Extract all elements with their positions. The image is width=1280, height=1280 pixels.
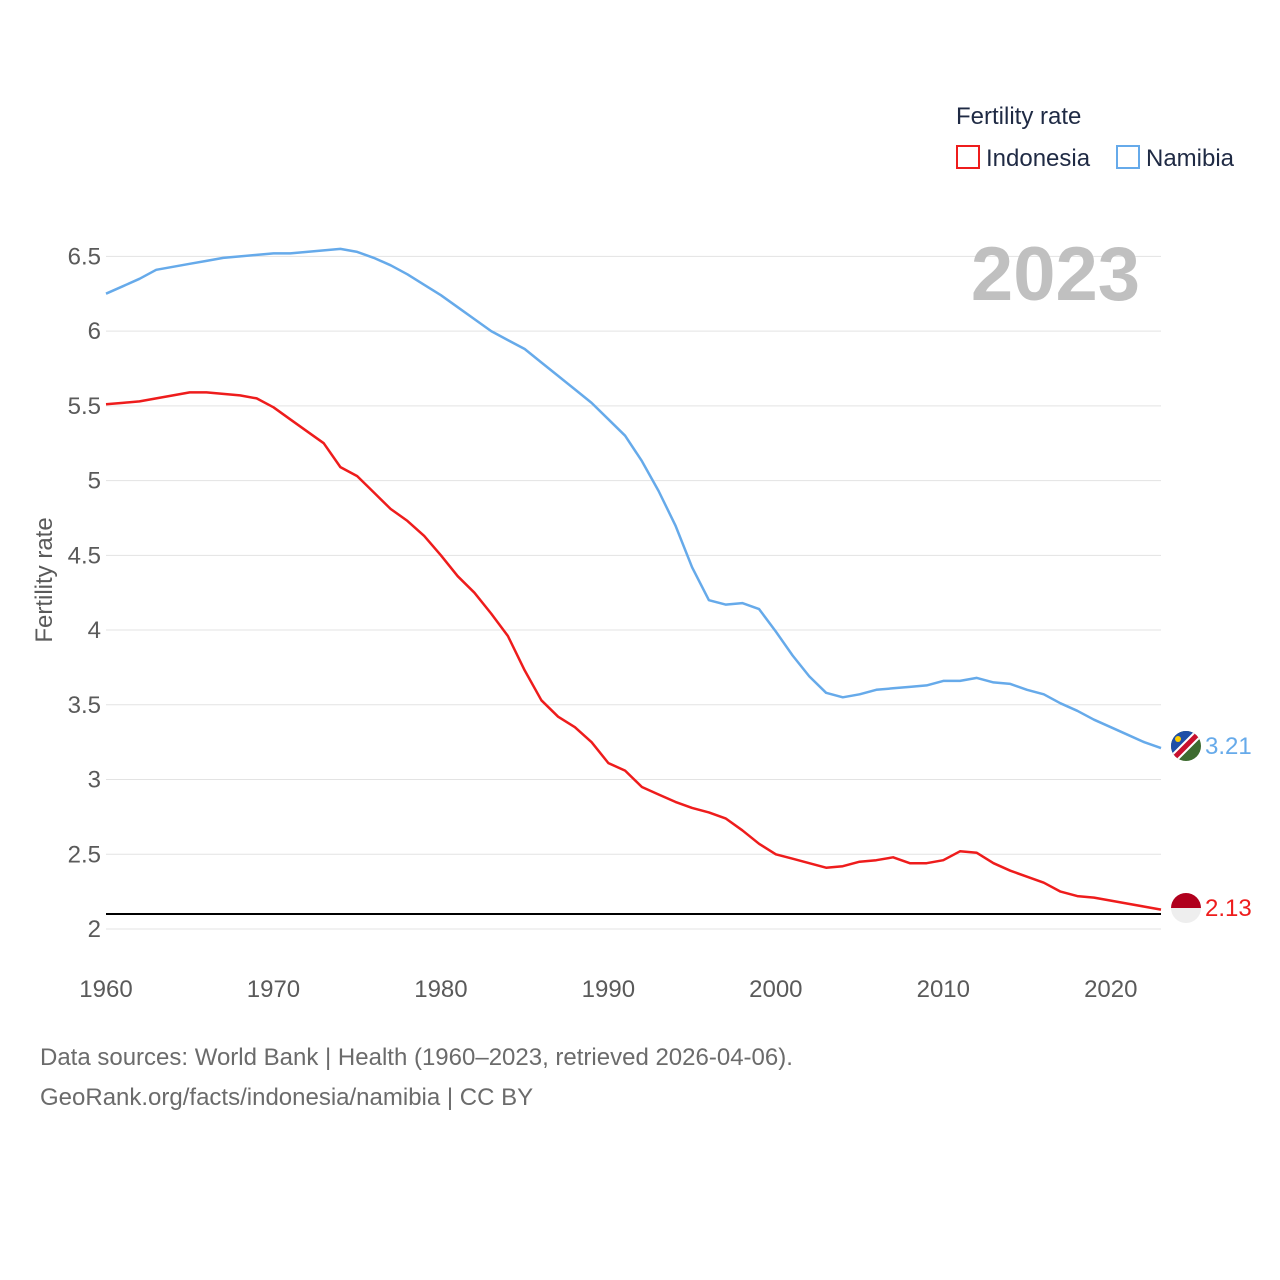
legend-swatch-namibia[interactable]: [1116, 145, 1140, 169]
y-tick-6.5: 6.5: [68, 243, 101, 270]
indonesia-end-value: 2.13: [1205, 895, 1252, 922]
attribution-link[interactable]: GeoRank.org/facts/indonesia/namibia | CC…: [40, 1084, 534, 1111]
y-axis-label: Fertility rate: [31, 517, 58, 642]
y-tick-6: 6: [88, 318, 101, 345]
series-line-indonesia[interactable]: [105, 391, 1162, 911]
y-tick-2: 2: [88, 916, 101, 943]
namibia-flag-icon: [1171, 731, 1201, 761]
x-tick-1990: 1990: [582, 976, 635, 1003]
x-tick-labels: 1960 1970 1980 1990 2000 2010 2020: [79, 976, 1137, 1003]
y-tick-3: 3: [88, 767, 101, 794]
legend-label-indonesia[interactable]: Indonesia: [986, 145, 1091, 172]
x-tick-2010: 2010: [917, 976, 970, 1003]
x-tick-1980: 1980: [414, 976, 467, 1003]
data-source-text: Data sources: World Bank | Health (1960–…: [40, 1044, 793, 1071]
y-tick-4.5: 4.5: [68, 542, 101, 569]
year-label: 2023: [971, 232, 1140, 317]
series-line-namibia[interactable]: [105, 247, 1162, 750]
x-tick-1960: 1960: [79, 976, 132, 1003]
x-tick-2000: 2000: [749, 976, 802, 1003]
x-tick-1970: 1970: [247, 976, 300, 1003]
y-tick-5.5: 5.5: [68, 393, 101, 420]
legend-label-namibia[interactable]: Namibia: [1146, 145, 1235, 172]
namibia-end-value: 3.21: [1205, 733, 1252, 760]
y-tick-labels: 2 2.5 3 3.5 4 4.5 5 5.5 6 6.5: [68, 243, 101, 943]
series-lines: [105, 247, 1162, 911]
grid-lines: [106, 255, 1161, 930]
legend: Fertility rate Indonesia Namibia: [956, 103, 1235, 172]
y-tick-3.5: 3.5: [68, 692, 101, 719]
y-tick-2.5: 2.5: [68, 841, 101, 868]
legend-title: Fertility rate: [956, 103, 1081, 130]
y-tick-5: 5: [88, 468, 101, 495]
x-tick-2020: 2020: [1084, 976, 1137, 1003]
legend-swatch-indonesia[interactable]: [956, 145, 980, 169]
y-tick-4: 4: [88, 617, 101, 644]
indonesia-flag-icon: [1171, 893, 1201, 923]
